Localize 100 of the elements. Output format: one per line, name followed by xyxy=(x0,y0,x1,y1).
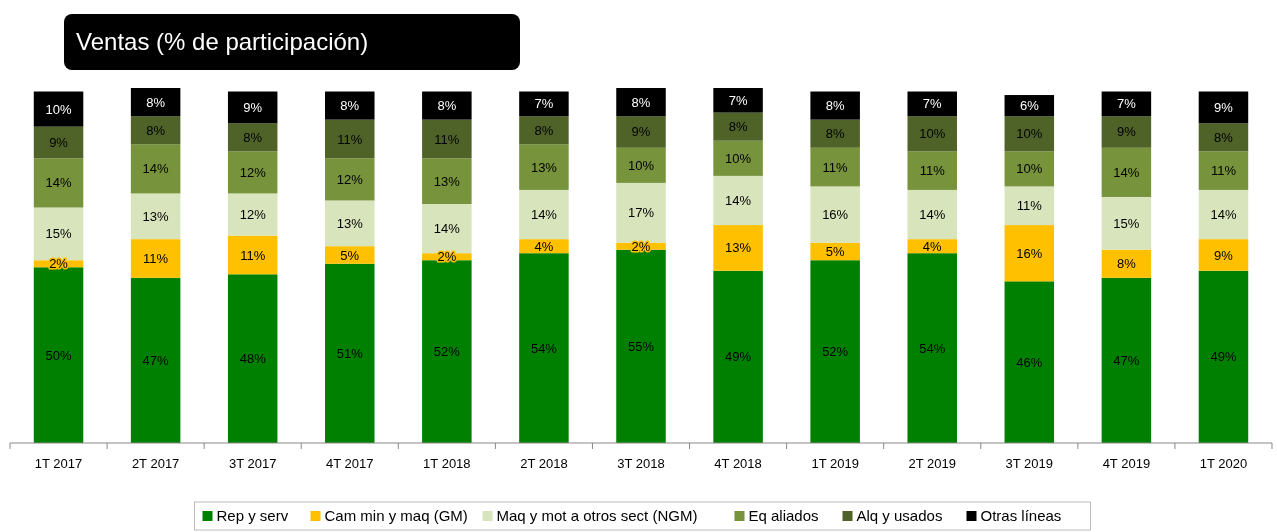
data-label: 52% xyxy=(822,344,849,360)
data-label: 52% xyxy=(433,344,461,360)
data-label: 13% xyxy=(142,208,170,224)
x-tick-label: 4T 2018 xyxy=(714,456,762,471)
bar xyxy=(422,260,472,443)
bar xyxy=(810,260,860,443)
data-label: 48% xyxy=(239,351,267,367)
bar xyxy=(713,270,763,443)
data-label: 14% xyxy=(530,207,558,223)
data-label: 8% xyxy=(1214,129,1234,145)
data-label: 14% xyxy=(45,175,72,191)
data-label: 50% xyxy=(45,347,72,363)
data-label: 12% xyxy=(239,207,267,223)
x-tick-label: 3T 2017 xyxy=(228,456,277,471)
data-label: 9% xyxy=(631,124,651,140)
data-label: 14% xyxy=(1113,164,1140,180)
bar xyxy=(907,253,957,443)
data-label: 5% xyxy=(340,247,360,263)
bar xyxy=(325,263,375,443)
data-label: 14% xyxy=(433,221,461,237)
data-label: 4% xyxy=(534,238,554,254)
bar xyxy=(227,274,278,443)
data-label: 2% xyxy=(631,238,651,254)
data-label: 11% xyxy=(822,159,849,175)
data-label: 49% xyxy=(725,349,752,365)
data-label: 11% xyxy=(919,163,946,179)
data-label: 10% xyxy=(919,126,946,142)
x-tick-label: 2T 2017 xyxy=(131,456,180,471)
legend-label: Cam min y maq (GM) xyxy=(324,507,468,525)
data-label: 54% xyxy=(530,340,558,356)
legend-label: Otras líneas xyxy=(980,507,1062,525)
data-label: 8% xyxy=(243,129,263,145)
data-label: 7% xyxy=(922,96,943,112)
x-tick-label: 4T 2019 xyxy=(1102,456,1151,471)
data-label: 11% xyxy=(1210,163,1237,179)
data-label: 8% xyxy=(825,126,845,142)
data-label: 51% xyxy=(336,345,364,361)
data-label: 55% xyxy=(627,338,655,354)
chart-title: Ventas (% de participación) xyxy=(76,28,369,56)
data-label: 12% xyxy=(336,171,364,187)
data-label: 8% xyxy=(825,98,845,114)
data-label: 13% xyxy=(530,159,558,175)
data-label: 8% xyxy=(728,119,748,135)
data-label: 14% xyxy=(1210,207,1237,223)
bar xyxy=(1101,277,1152,443)
data-label: 11% xyxy=(240,247,266,263)
data-label: 5% xyxy=(825,243,845,259)
x-tick-label: 4T 2017 xyxy=(326,456,374,471)
data-label: 6% xyxy=(1019,98,1040,114)
data-label: 8% xyxy=(437,98,457,114)
data-label: 9% xyxy=(1116,124,1137,140)
x-tick-label: 3T 2019 xyxy=(1005,456,1054,471)
data-label: 13% xyxy=(433,173,461,189)
data-label: 8% xyxy=(534,122,554,138)
bar xyxy=(1004,281,1055,443)
data-label: 8% xyxy=(146,94,166,110)
data-label: 15% xyxy=(1113,215,1140,231)
data-label: 16% xyxy=(1016,245,1043,261)
data-label: 14% xyxy=(142,161,170,177)
data-label: 10% xyxy=(45,101,72,117)
data-label: 8% xyxy=(631,94,651,110)
data-label: 14% xyxy=(919,207,946,223)
data-label: 9% xyxy=(1214,247,1234,263)
x-tick-label: 1T 2019 xyxy=(811,456,859,471)
bar xyxy=(519,253,569,443)
legend-label: Alq y usados xyxy=(856,507,943,525)
data-label: 54% xyxy=(919,340,946,356)
data-label: 16% xyxy=(822,207,849,223)
data-label: 7% xyxy=(534,96,554,112)
bar xyxy=(33,267,84,443)
x-tick-label: 2T 2019 xyxy=(908,456,956,471)
data-label: 47% xyxy=(1113,352,1140,368)
data-label: 7% xyxy=(1116,96,1137,112)
bar xyxy=(616,249,666,443)
data-label: 17% xyxy=(627,205,655,221)
data-label: 11% xyxy=(337,131,363,147)
data-label: 13% xyxy=(725,240,752,256)
data-label: 9% xyxy=(1214,99,1234,115)
data-label: 13% xyxy=(336,215,364,231)
x-tick-label: 1T 2020 xyxy=(1199,456,1248,471)
data-label: 12% xyxy=(239,164,267,180)
data-label: 10% xyxy=(725,150,752,166)
data-label: 15% xyxy=(45,226,72,242)
data-label: 11% xyxy=(434,131,460,147)
data-label: 8% xyxy=(1116,256,1137,272)
bar xyxy=(130,277,181,443)
legend-label: Rep y serv xyxy=(216,507,289,525)
data-label: 9% xyxy=(49,135,69,151)
data-label: 14% xyxy=(725,193,752,209)
data-label: 49% xyxy=(1210,349,1237,365)
x-tick-label: 2T 2018 xyxy=(520,456,568,471)
bar xyxy=(1198,270,1249,443)
data-label: 46% xyxy=(1016,354,1043,370)
data-label: 10% xyxy=(1016,126,1043,142)
legend-label: Maq y mot a otros sect (NGM) xyxy=(496,507,698,525)
data-label: 9% xyxy=(243,99,263,115)
legend-label: Eq aliados xyxy=(748,507,819,525)
x-tick-label: 1T 2018 xyxy=(423,456,471,471)
data-label: 10% xyxy=(1016,161,1043,177)
data-label: 10% xyxy=(627,157,655,173)
